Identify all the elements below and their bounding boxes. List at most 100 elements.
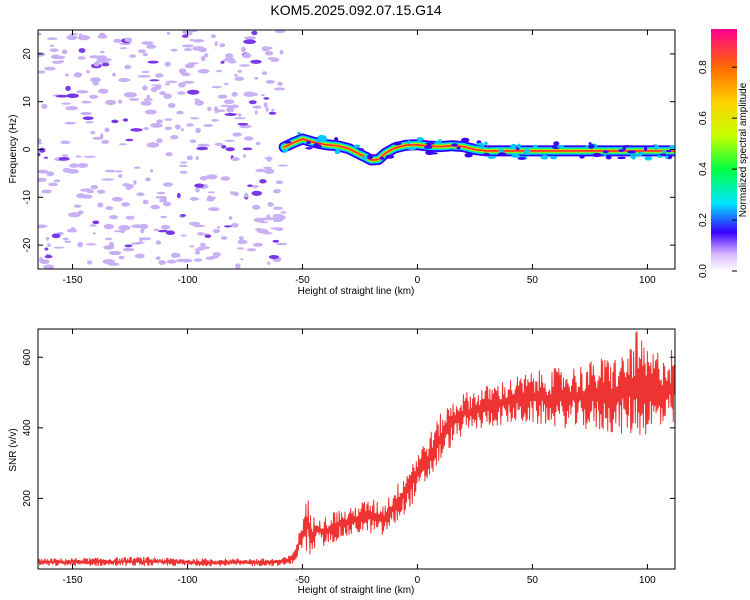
spectrogram-noise-blob	[244, 136, 254, 141]
spectrogram-noise-blob	[190, 117, 200, 120]
spectrogram-noise-blob	[219, 43, 226, 48]
spectrogram-noise-blob	[141, 70, 150, 74]
spectrogram-noise-blob	[204, 53, 209, 58]
spectrogram-noise-blob	[60, 140, 70, 143]
trace-jitter-blob	[297, 131, 301, 135]
spectrogram-noise-blob	[176, 110, 184, 115]
spectrogram-noise-blob	[76, 193, 86, 199]
spectrogram-noise-blob	[180, 214, 186, 217]
spectrogram-noise-blob	[190, 196, 198, 201]
spectrogram-noise-blob	[252, 204, 261, 210]
spectrogram-noise-blob	[224, 82, 229, 86]
spectrogram-noise-blob	[220, 61, 225, 64]
trace-jitter-blob	[588, 144, 595, 149]
trace-jitter-blob	[407, 140, 411, 144]
spectrogram-noise-blob	[189, 30, 198, 33]
spectrogram-noise-blob	[225, 147, 235, 152]
spectrogram-noise-blob	[103, 223, 114, 230]
spectrogram-noise-blob	[275, 30, 286, 34]
spectrogram-noise-blob	[146, 44, 157, 49]
trace-jitter-blob	[603, 154, 607, 157]
spectrogram-noise-blob	[161, 224, 171, 230]
spectrogram-noise-blob	[65, 106, 78, 111]
spectrogram-noise-blob	[66, 228, 78, 233]
spectrogram-noise-blob	[244, 36, 257, 40]
spectrogram-noise-blob	[97, 202, 104, 208]
spectrogram-noise-blob	[38, 142, 43, 145]
spectrogram-noise-blob	[122, 247, 135, 252]
spectrogram-noise-blob	[200, 55, 206, 62]
spectrogram-noise-blob	[212, 252, 222, 257]
spectrogram-noise-blob	[267, 261, 271, 265]
spectrogram-noise-blob	[43, 264, 55, 269]
spectrogram-noise-blob	[221, 145, 227, 149]
spectrogram-noise-blob	[253, 105, 262, 109]
spectrogram-noise-blob	[64, 240, 72, 243]
spectrogram-noise-blob	[211, 86, 223, 89]
spectrogram-noise-blob	[140, 228, 145, 234]
spectrogram-noise-blob	[240, 46, 246, 52]
snr-panel: -150 -100 -50 0 50 100 200 400 600 Height of st…	[8, 328, 676, 596]
spectrogram-noise-blob	[237, 122, 249, 126]
spectrogram-noise-blob	[180, 234, 187, 237]
spectrogram-noise-blob	[133, 166, 141, 169]
spectrogram-noise-blob	[189, 245, 195, 248]
spectrogram-noise-blob	[182, 30, 191, 35]
spectrogram-noise-blob	[150, 86, 158, 93]
spectrogram-x-axis-label: Height of straight line (km)	[298, 286, 415, 297]
spectrogram-noise-blob	[51, 60, 63, 64]
spectrogram-noise-blob	[206, 198, 215, 202]
spectrogram-noise-blob	[261, 94, 265, 96]
spectrogram-noise-blob	[125, 215, 135, 220]
trace-jitter-blob	[358, 148, 364, 151]
spectrogram-noise-blob	[92, 232, 96, 235]
trace-jitter-blob	[409, 146, 414, 149]
trace-jitter-blob	[605, 155, 612, 160]
spectrogram-noise-blob	[197, 69, 210, 74]
spectrogram-noise-blob	[187, 89, 200, 95]
spectrogram-noise-blob	[100, 58, 112, 62]
spectrogram-noise-blob	[61, 49, 68, 55]
spectrogram-x-tick-label: 100	[639, 275, 656, 286]
spectrogram-noise-blob	[38, 152, 41, 157]
spectrogram-noise-blob	[58, 157, 70, 161]
spectrogram-noise-blob	[220, 236, 228, 240]
spectrogram-noise-blob	[235, 263, 241, 269]
spectrogram-x-tick-label: 0	[415, 275, 421, 286]
spectrogram-noise-blob	[125, 138, 134, 142]
spectrogram-noise-blob	[118, 99, 123, 104]
trace-jitter-blob	[461, 137, 470, 143]
spectrogram-noise-blob	[268, 255, 280, 259]
spectrogram-noise-speckle	[38, 30, 288, 269]
snr-background	[38, 329, 675, 569]
spectrogram-noise-blob	[90, 77, 101, 83]
spectrogram-noise-blob	[103, 245, 115, 250]
spectrogram-noise-blob	[280, 211, 287, 214]
spectrogram-noise-blob	[109, 215, 119, 220]
colorbar-tick-label: 0.0	[698, 264, 709, 278]
spectrogram-noise-blob	[156, 119, 164, 124]
spectrogram-noise-blob	[266, 214, 271, 219]
spectrogram-noise-blob	[38, 169, 49, 174]
spectrogram-noise-blob	[146, 94, 151, 100]
spectrogram-noise-blob	[194, 98, 200, 102]
spectrogram-noise-blob	[237, 239, 248, 245]
spectrogram-noise-blob	[69, 32, 79, 35]
snr-y-tick-label: 400	[22, 419, 33, 436]
spectrogram-noise-blob	[101, 139, 110, 144]
trace-jitter-blob	[314, 144, 322, 149]
spectrogram-noise-blob	[275, 227, 284, 231]
spectrogram-noise-blob	[254, 228, 263, 231]
spectrogram-noise-blob	[179, 161, 188, 164]
spectrogram-noise-blob	[140, 100, 152, 106]
spectrogram-noise-blob	[186, 123, 194, 127]
trace-jitter-blob	[480, 144, 485, 150]
spectrogram-noise-blob	[77, 163, 89, 168]
spectrogram-noise-blob	[254, 76, 259, 80]
trace-jitter-blob	[533, 144, 538, 149]
spectrogram-noise-blob	[279, 49, 284, 55]
spectrogram-y-tick-label: 0	[22, 146, 33, 152]
spectrogram-noise-blob	[68, 212, 81, 218]
spectrogram-noise-blob	[264, 51, 274, 56]
